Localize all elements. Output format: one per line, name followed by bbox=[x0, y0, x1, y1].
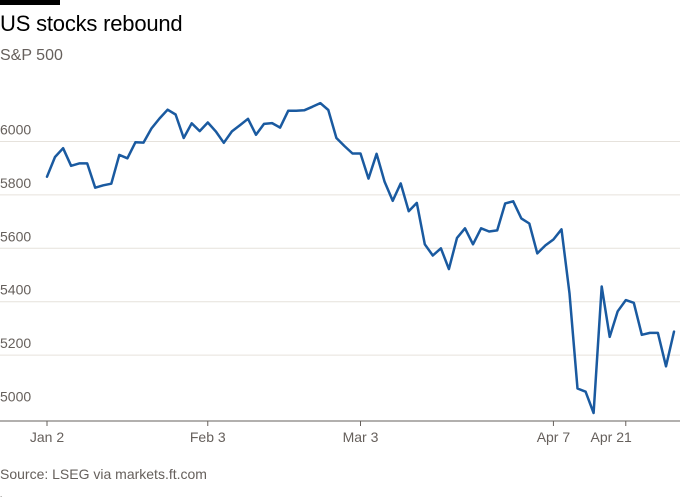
y-tick-label-5000: 5000 bbox=[0, 389, 31, 405]
x-tick-labels: Jan 2 Feb 3 Mar 3 Apr 7 Apr 21 bbox=[30, 429, 632, 445]
chart-title: US stocks rebound bbox=[0, 11, 183, 36]
grid-lines bbox=[0, 141, 680, 356]
x-axis bbox=[0, 420, 680, 426]
series-line-sp500 bbox=[45, 101, 676, 415]
chart-subtitle: S&P 500 bbox=[0, 47, 63, 64]
y-tick-labels: 5000 5200 5400 5600 5800 6000 bbox=[0, 122, 31, 405]
x-tick-label-0: Jan 2 bbox=[30, 429, 64, 445]
series-layer bbox=[45, 101, 676, 415]
y-tick-label-5200: 5200 bbox=[0, 335, 31, 351]
y-tick-label-5600: 5600 bbox=[0, 228, 31, 244]
x-tick-label-1: Feb 3 bbox=[190, 429, 226, 445]
y-tick-label-6000: 6000 bbox=[0, 122, 31, 138]
x-tick-label-4: Apr 21 bbox=[591, 429, 632, 445]
x-tick-label-3: Apr 7 bbox=[537, 429, 571, 445]
y-tick-label-5400: 5400 bbox=[0, 282, 31, 298]
header-accent-bar bbox=[0, 0, 60, 5]
y-tick-label-5800: 5800 bbox=[0, 175, 31, 191]
footer-mark: . bbox=[0, 490, 3, 499]
x-tick-label-2: Mar 3 bbox=[343, 429, 379, 445]
source-note: Source: LSEG via markets.ft.com bbox=[0, 466, 207, 482]
